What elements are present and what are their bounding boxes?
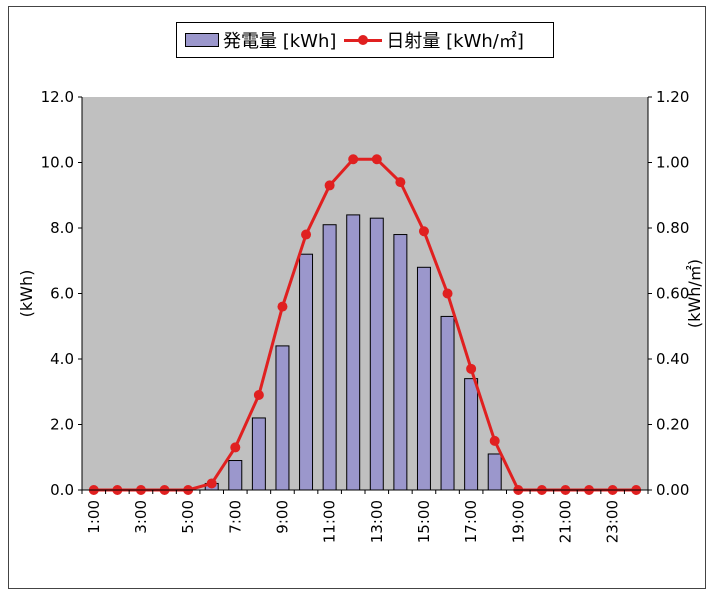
x-tick-label: 11:00 — [321, 500, 339, 543]
bar — [393, 234, 408, 491]
legend-swatch-line — [344, 33, 383, 47]
bar — [228, 460, 243, 491]
y-right-tick-label: 1.00 — [656, 154, 689, 172]
y-left-tick-label: 0.0 — [50, 481, 74, 499]
bar — [299, 253, 314, 491]
bar — [440, 315, 455, 491]
data-point — [230, 442, 241, 453]
y-right-tick-label: 0.40 — [656, 350, 689, 368]
y-left-tick-label: 2.0 — [50, 416, 74, 434]
bar — [416, 266, 431, 491]
x-tick-label: 1:00 — [85, 500, 103, 534]
y-right-tick-label: 0.00 — [656, 481, 689, 499]
x-tick-label: 5:00 — [179, 500, 197, 534]
y-right-tick-label: 1.20 — [656, 88, 689, 106]
x-tick-label: 23:00 — [604, 500, 622, 543]
data-point — [253, 390, 264, 401]
data-point — [371, 154, 382, 165]
data-point — [489, 435, 500, 446]
plot-area — [82, 97, 648, 490]
data-point — [348, 154, 359, 165]
y-right-title: (kWh/㎡) — [685, 259, 704, 328]
data-point — [206, 478, 217, 489]
bar-series — [204, 214, 502, 491]
bar — [369, 217, 384, 491]
data-point — [418, 226, 429, 237]
bar — [251, 417, 266, 491]
legend-item-generation: 発電量 [kWh] — [185, 27, 336, 53]
legend-label-irradiance: 日射量 [kWh/㎡] — [386, 31, 524, 52]
bar — [346, 214, 361, 491]
y-left-tick-label: 10.0 — [41, 154, 74, 172]
legend-label-generation: 発電量 [kWh] — [223, 31, 337, 52]
data-point — [324, 180, 335, 191]
legend-item-irradiance: 日射量 [kWh/㎡] — [344, 27, 524, 53]
data-point — [395, 177, 406, 188]
data-point — [277, 301, 288, 312]
legend: 発電量 [kWh] 日射量 [kWh/㎡] — [176, 22, 554, 58]
x-tick-label: 19:00 — [509, 500, 527, 543]
x-tick-label: 7:00 — [226, 500, 244, 534]
y-right-tick-label: 0.80 — [656, 219, 689, 237]
data-point — [301, 229, 312, 240]
y-right-tick-label: 0.20 — [656, 416, 689, 434]
x-tick-label: 3:00 — [132, 500, 150, 534]
y-left-tick-label: 4.0 — [50, 350, 74, 368]
bar — [487, 453, 502, 491]
data-point — [442, 288, 453, 299]
data-point — [466, 363, 477, 374]
y-left-tick-label: 8.0 — [50, 219, 74, 237]
y-left-tick-label: 6.0 — [50, 285, 74, 303]
axes: 0.0 2.0 4.0 6.0 8.0 10.0 12.0 0.00 0.20 0.40 0.60 0… — [41, 88, 690, 543]
legend-swatch-bar — [185, 33, 219, 47]
y-left-tick-label: 12.0 — [41, 88, 74, 106]
y-right-tick-label: 0.60 — [656, 285, 689, 303]
bar — [322, 224, 337, 491]
bar — [464, 378, 479, 491]
x-tick-label: 17:00 — [462, 500, 480, 543]
x-tick-label: 13:00 — [368, 500, 386, 543]
x-tick-label: 21:00 — [556, 500, 574, 543]
x-tick-label: 15:00 — [415, 500, 433, 543]
x-tick-label: 9:00 — [273, 500, 291, 534]
y-left-title: (kWh) — [17, 270, 36, 318]
bar — [275, 345, 290, 491]
